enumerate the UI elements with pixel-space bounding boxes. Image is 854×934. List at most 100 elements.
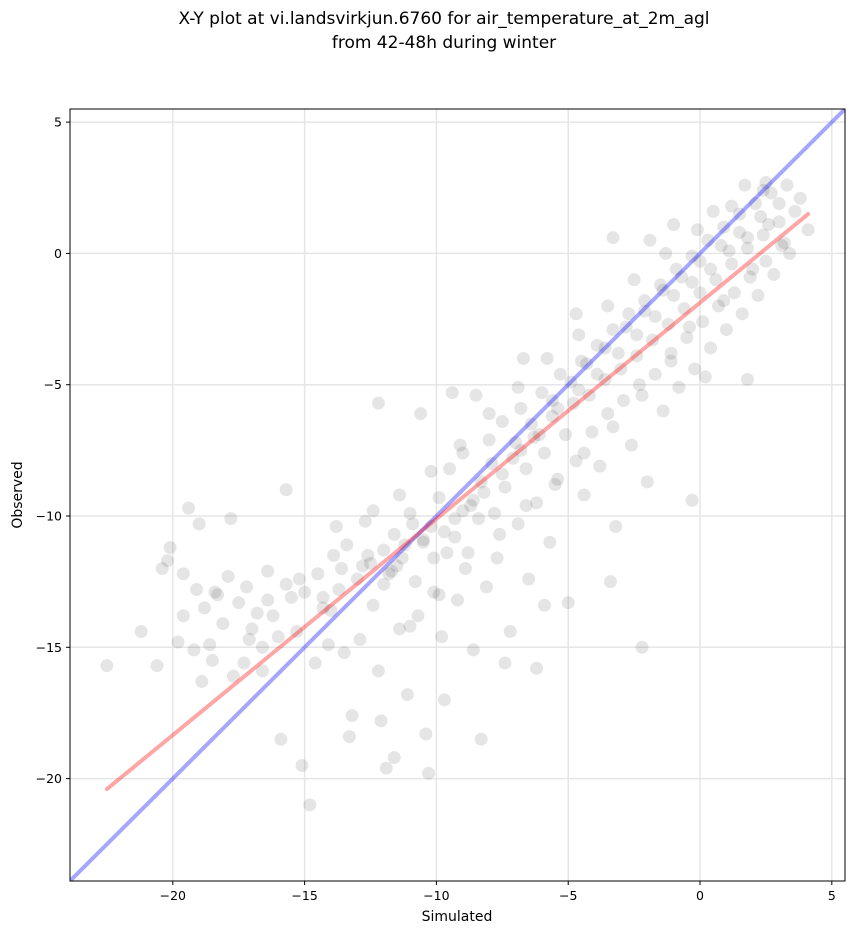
data-point [672, 380, 686, 394]
data-point [150, 659, 164, 673]
data-point [725, 257, 739, 271]
data-point [511, 380, 525, 394]
data-point [255, 640, 269, 654]
data-point [482, 433, 496, 447]
data-point [611, 346, 625, 360]
data-point [456, 504, 470, 518]
data-point [590, 367, 604, 381]
data-point [754, 210, 768, 224]
data-point [451, 593, 464, 607]
data-point [414, 407, 428, 421]
data-point [332, 583, 346, 597]
data-point [474, 475, 488, 489]
data-point [722, 244, 736, 258]
data-point [390, 559, 404, 573]
data-point [582, 388, 596, 402]
data-point [190, 583, 204, 597]
data-point [176, 567, 190, 581]
data-point [295, 758, 309, 772]
data-point [435, 630, 449, 644]
data-point [606, 323, 620, 337]
data-point [371, 396, 385, 410]
data-point [756, 228, 770, 242]
data-point [403, 619, 417, 633]
data-point [427, 551, 441, 565]
data-point [493, 527, 507, 541]
data-point [772, 215, 786, 229]
data-point [735, 307, 749, 321]
x-axis-label: Simulated [422, 909, 493, 925]
data-point [738, 178, 752, 192]
data-point [630, 349, 644, 363]
data-point [793, 191, 807, 205]
data-point [783, 246, 797, 260]
data-point [216, 617, 230, 631]
data-point [511, 517, 525, 531]
data-point [385, 564, 399, 578]
data-point [400, 688, 414, 702]
data-point [155, 562, 169, 576]
data-point [422, 766, 436, 780]
data-point [161, 554, 175, 568]
data-point [279, 483, 293, 497]
chart-title: X-Y plot at vi.landsvirkjun.6760 for air… [178, 9, 709, 29]
data-point [627, 273, 641, 287]
data-point [495, 467, 509, 481]
data-point [698, 370, 712, 384]
data-point [727, 286, 741, 300]
data-point [514, 443, 528, 457]
data-point [733, 225, 747, 239]
data-point [598, 372, 612, 386]
data-point [566, 396, 580, 410]
data-point [559, 428, 573, 442]
data-point [245, 622, 259, 636]
data-point [767, 267, 781, 281]
data-point [255, 664, 269, 678]
data-point [477, 485, 491, 499]
y-tick-label: −15 [36, 640, 62, 655]
data-point [638, 294, 652, 308]
data-point [382, 567, 396, 581]
data-point [656, 404, 670, 418]
data-point [371, 664, 385, 678]
data-point [780, 178, 794, 192]
data-point [561, 596, 575, 610]
data-point [704, 262, 718, 276]
data-point [545, 409, 559, 423]
data-point [456, 446, 470, 460]
data-point [208, 585, 222, 599]
fit-line [104, 212, 811, 792]
data-point [574, 354, 588, 368]
data-point [748, 197, 762, 211]
data-point [424, 520, 438, 534]
data-point [606, 420, 620, 434]
data-point [609, 520, 623, 534]
data-point [292, 572, 306, 586]
data-point [764, 186, 778, 200]
data-point [543, 535, 557, 549]
data-point [746, 262, 760, 276]
data-point [424, 464, 438, 478]
data-point [163, 541, 177, 555]
data-point [242, 632, 256, 646]
regression-lines [70, 109, 845, 881]
data-point [379, 761, 393, 775]
data-point [717, 220, 731, 234]
data-point [638, 304, 652, 318]
data-point [772, 197, 786, 211]
data-point [540, 351, 554, 365]
data-point [261, 593, 275, 607]
y-tick-label: −5 [44, 377, 62, 392]
data-point [495, 414, 509, 428]
data-point [398, 538, 412, 552]
data-point [395, 551, 409, 565]
data-point [648, 309, 662, 323]
data-point [693, 254, 707, 268]
data-point [266, 609, 280, 623]
data-point [364, 556, 378, 570]
data-point [648, 367, 662, 381]
data-point [324, 604, 338, 618]
data-point [532, 428, 546, 442]
data-point [437, 693, 451, 707]
y-tick-label: 0 [54, 246, 62, 261]
